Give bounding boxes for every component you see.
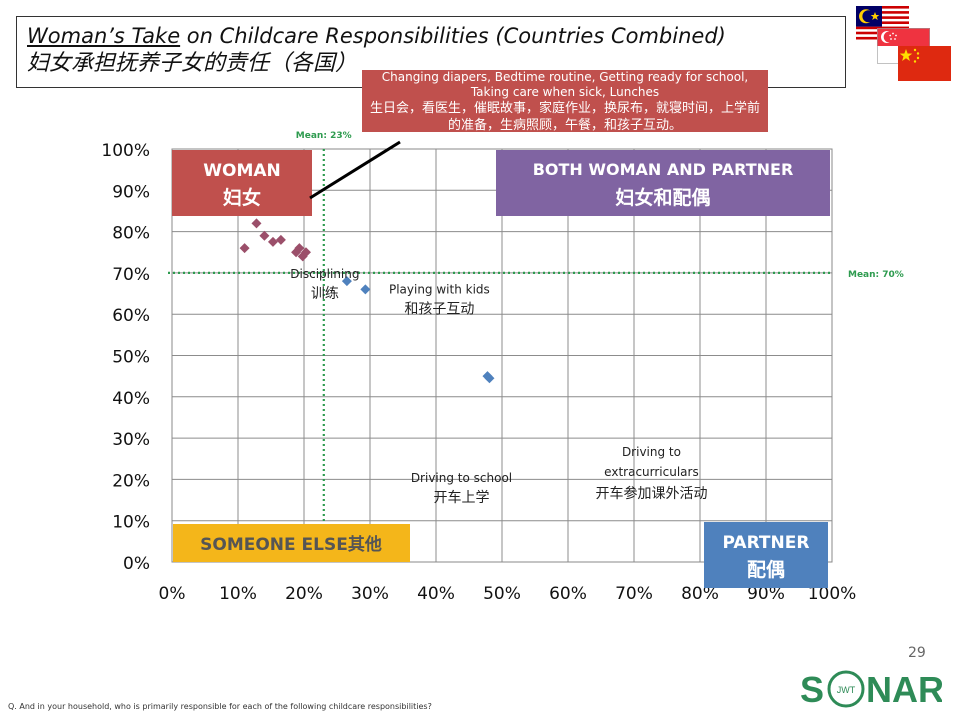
- page-number: 29: [908, 645, 926, 661]
- y-tick-label: 90%: [112, 182, 150, 202]
- china-flag: [898, 46, 951, 81]
- point-label-cn: 开车参加课外活动: [595, 485, 707, 502]
- point-label-cn: 训练: [311, 286, 339, 302]
- data-point: [300, 247, 311, 258]
- callout-box: Changing diapers, Bedtime routine, Getti…: [362, 70, 768, 132]
- y-tick-label: 20%: [112, 471, 150, 491]
- woman-label-en: WOMAN: [203, 161, 281, 181]
- x-tick-label: 30%: [351, 584, 389, 604]
- data-point-labels: Disciplining 训练 Playing with kids 和孩子互动 Driv…: [290, 267, 707, 506]
- mean-y-label: Mean: 70%: [848, 270, 904, 280]
- someone-else-label: SOMEONE ELSE其他: [200, 534, 382, 555]
- woman-label-cn: 妇女: [223, 186, 261, 209]
- logo-nar: NAR: [866, 669, 942, 710]
- x-tick-label: 20%: [285, 584, 323, 604]
- x-tick-label: 10%: [219, 584, 257, 604]
- x-tick-label: 50%: [483, 584, 521, 604]
- data-point: [275, 234, 286, 245]
- x-tick-label: 0%: [159, 584, 186, 604]
- data-point: [484, 373, 495, 384]
- x-axis-ticks: 0% 10% 20% 30% 40% 50% 60% 70% 80% 90% 100%: [159, 584, 857, 604]
- page-title-chinese: 妇女承担抚养子女的责任（各国）: [27, 51, 358, 76]
- x-tick-label: 80%: [681, 584, 719, 604]
- title-rest: on Childcare Responsibilities (Countries…: [180, 24, 726, 48]
- point-label-en: Driving to school: [411, 471, 512, 485]
- data-point: [294, 243, 305, 254]
- x-tick-label: 60%: [549, 584, 587, 604]
- y-tick-label: 0%: [123, 554, 150, 574]
- page-title: Woman’s Take on Childcare Responsibiliti…: [27, 23, 835, 49]
- title-box: Woman’s Take on Childcare Responsibiliti…: [16, 16, 846, 88]
- woman-box: [172, 150, 312, 216]
- title-underlined: Woman’s Take: [27, 24, 181, 48]
- footnote: Q. And in your household, who is primari…: [8, 702, 432, 711]
- partner-box: [704, 522, 828, 588]
- data-points: [239, 218, 495, 384]
- both-label-en: BOTH WOMAN AND PARTNER: [533, 160, 794, 179]
- partner-label-cn: 配偶: [747, 558, 785, 581]
- point-label-en: Playing with kids: [389, 282, 490, 296]
- data-point: [239, 243, 250, 254]
- point-label-cn: 开车上学: [433, 489, 489, 506]
- y-tick-label: 40%: [112, 389, 150, 409]
- mean-x-label: Mean: 23%: [296, 131, 352, 141]
- both-box: [496, 150, 830, 216]
- y-tick-label: 50%: [112, 348, 150, 368]
- y-tick-label: 100%: [101, 141, 150, 161]
- y-tick-label: 10%: [112, 513, 150, 533]
- logo-jwt: JWT: [837, 685, 856, 695]
- someone-else-box: [173, 524, 410, 562]
- data-point: [251, 218, 262, 229]
- plot-area-border: [171, 148, 833, 563]
- y-tick-label: 60%: [112, 306, 150, 326]
- callout-english: Changing diapers, Bedtime routine, Getti…: [381, 70, 749, 99]
- data-point: [360, 284, 371, 295]
- point-label-en: Driving to extracurriculars: [604, 445, 699, 479]
- data-point: [267, 236, 278, 247]
- logo-s: S: [800, 669, 824, 710]
- callout-chinese: 生日会，看医生，催眠故事，家庭作业，换尿布，就寝时间，上学前的准备，生病照顾，午…: [369, 101, 760, 132]
- point-label-cn: 和孩子互动: [404, 301, 474, 317]
- x-tick-label: 40%: [417, 584, 455, 604]
- data-point: [341, 276, 352, 287]
- data-point: [259, 230, 270, 241]
- partner-label-en: PARTNER: [723, 533, 810, 553]
- y-tick-label: 80%: [112, 224, 150, 244]
- y-axis-ticks: 0% 10% 20% 30% 40% 50% 60% 70% 80% 90% 100%: [101, 141, 150, 574]
- x-tick-label: 100%: [808, 584, 857, 604]
- y-tick-label: 30%: [112, 430, 150, 450]
- x-tick-label: 70%: [615, 584, 653, 604]
- point-label-en: Disciplining: [290, 267, 359, 281]
- sonar-logo: S JWT NAR: [800, 669, 942, 710]
- callout-connector: [309, 140, 401, 200]
- x-tick-label: 90%: [747, 584, 785, 604]
- y-tick-label: 70%: [112, 265, 150, 285]
- both-label-cn: 妇女和配偶: [615, 186, 710, 209]
